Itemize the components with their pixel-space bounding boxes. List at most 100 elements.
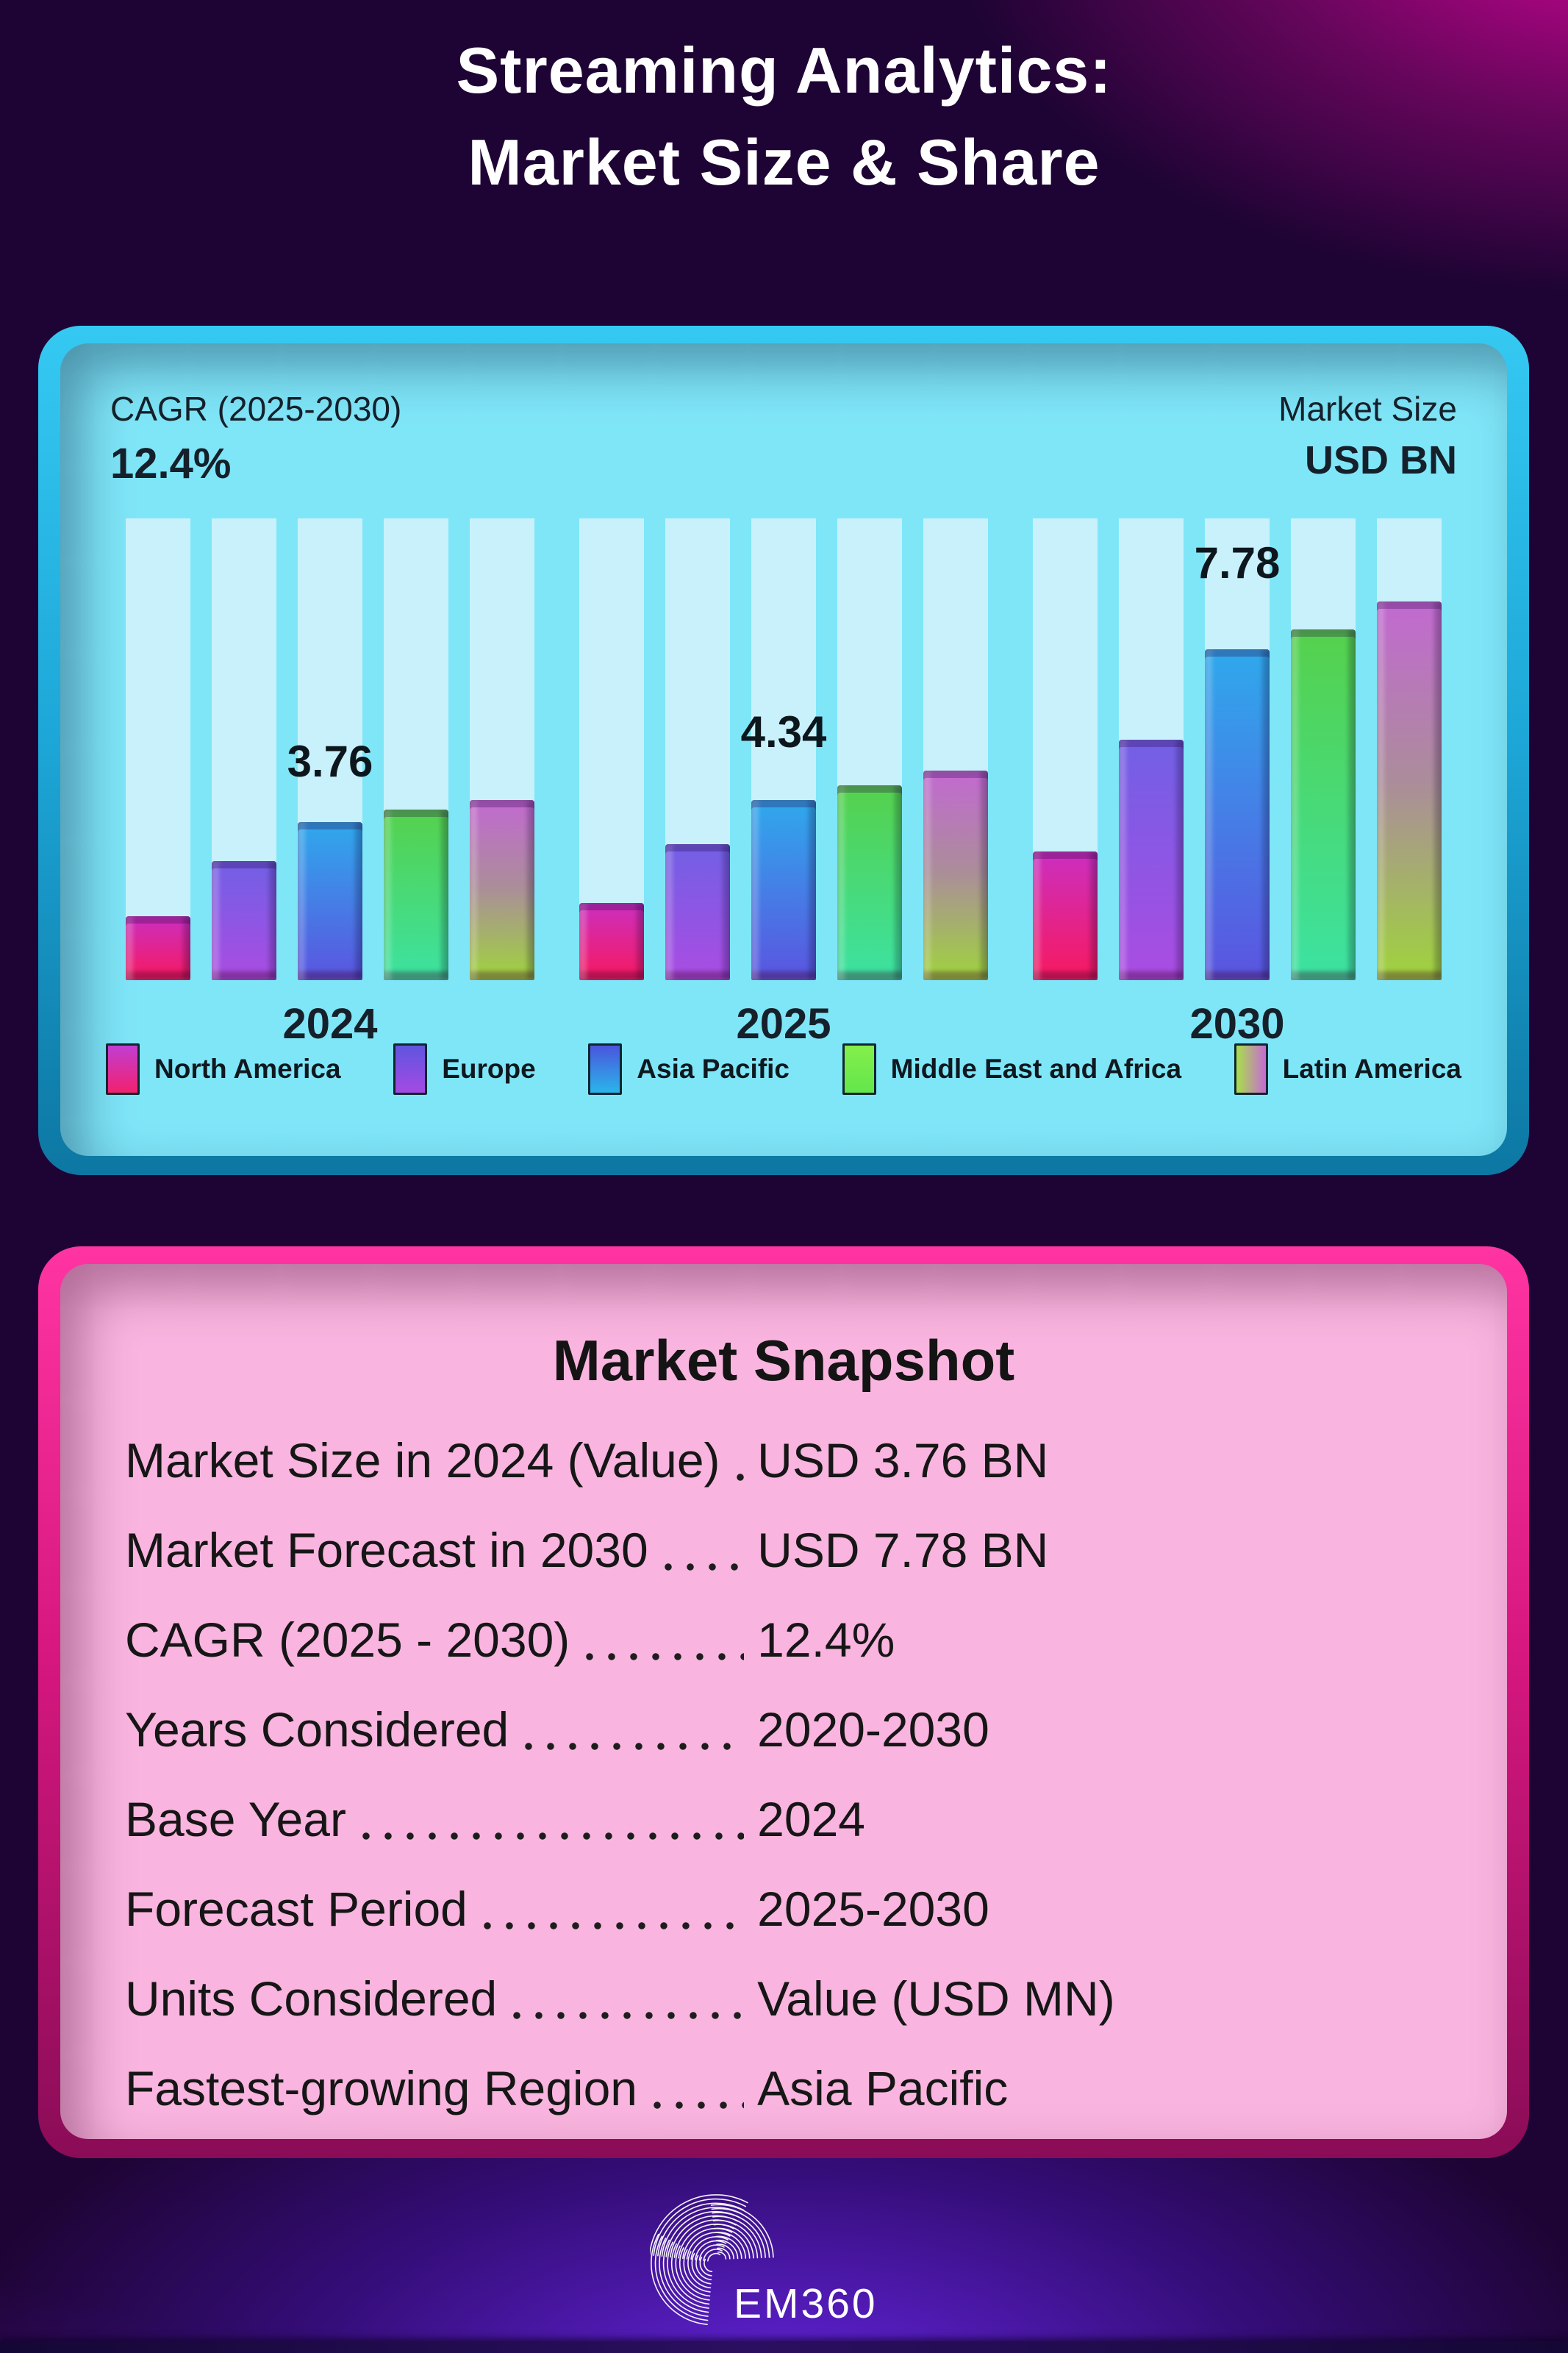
track-column — [923, 518, 988, 980]
legend-swatch-icon — [588, 1043, 623, 1095]
snapshot-row-value: Asia Pacific — [757, 2061, 1009, 2115]
dot-leader — [664, 1563, 745, 1571]
dot-leader — [525, 1743, 745, 1750]
group-total-label: 4.34 — [740, 707, 827, 757]
legend-label: North America — [154, 1054, 341, 1084]
snapshot-row: Market Forecast in 2030 USD 7.78 BN — [125, 1522, 1442, 1578]
group-total-label: 3.76 — [287, 737, 373, 786]
track-column — [470, 518, 534, 980]
bar-europe — [665, 844, 730, 980]
bar-asia-pacific — [298, 822, 362, 980]
bar-group-2025: 4.34 2025 — [579, 518, 988, 1048]
snapshot-row: Fastest-growing Region Asia Pacific — [125, 2060, 1442, 2116]
dot-leader — [513, 2012, 745, 2019]
bar-north-america — [579, 903, 644, 980]
legend-item-middle-east-and-africa: Middle East and Africa — [842, 1043, 1181, 1095]
bar-group-2024: 3.76 2024 — [126, 518, 534, 1048]
bar-latin-america — [1377, 601, 1442, 980]
bar-europe — [1119, 739, 1184, 980]
group-total-label: 7.78 — [1194, 538, 1281, 588]
snapshot-rows: Market Size in 2024 (Value) USD 3.76 BN Ma… — [125, 1432, 1442, 2116]
page-title-line1: Streaming Analytics: — [456, 34, 1112, 107]
track-column — [579, 518, 644, 980]
dot-leader — [362, 1832, 745, 1840]
snapshot-row: Market Size in 2024 (Value) USD 3.76 BN — [125, 1432, 1442, 1488]
dot-leader — [586, 1653, 745, 1660]
track-column — [384, 518, 448, 980]
snapshot-row: Units Considered Value (USD MN) — [125, 1971, 1442, 2027]
page-title: Streaming Analytics: Market Size & Share — [0, 25, 1568, 209]
legend-item-asia-pacific: Asia Pacific — [588, 1043, 790, 1095]
dot-leader — [483, 1922, 745, 1929]
brand-logo: EM360 — [650, 2185, 959, 2340]
bar-middle-east-and-africa — [384, 809, 448, 980]
bar-middle-east-and-africa — [1291, 629, 1356, 980]
snapshot-row-label: Base Year — [125, 1792, 346, 1846]
snapshot-panel-frame: Market Snapshot Market Size in 2024 (Val… — [38, 1246, 1529, 2158]
group-year-label: 2024 — [282, 1000, 378, 1048]
snapshot-row-label: CAGR (2025 - 2030) — [125, 1613, 570, 1667]
bar-middle-east-and-africa — [837, 785, 902, 980]
brand-wordmark: EM360 — [734, 2280, 878, 2327]
snapshot-row-value: 2024 — [757, 1792, 865, 1846]
chart-legend: North America Europe Asia Pacific Middle Ea… — [106, 1043, 1461, 1095]
snapshot-title: Market Snapshot — [552, 1328, 1015, 1393]
snapshot-row-value: Value (USD MN) — [757, 1971, 1115, 2026]
legend-item-europe: Europe — [393, 1043, 536, 1095]
bar-europe — [212, 860, 276, 980]
track-column — [1119, 518, 1184, 980]
group-year-label: 2030 — [1189, 1000, 1285, 1048]
bottom-strip — [0, 2341, 1568, 2353]
em360-spiral-icon — [650, 2194, 774, 2325]
snapshot-row-label: Years Considered — [125, 1702, 509, 1757]
legend-item-north-america: North America — [106, 1043, 341, 1095]
legend-swatch-icon — [106, 1043, 140, 1095]
track-column — [837, 518, 902, 980]
legend-swatch-icon — [1234, 1043, 1268, 1095]
bar-group-2030: 7.78 2030 — [1033, 518, 1442, 1048]
cagr-value: 12.4% — [110, 440, 232, 488]
legend-label: Europe — [442, 1054, 536, 1084]
chart-panel-frame: CAGR (2025-2030) 12.4% Market Size USD B… — [38, 326, 1529, 1175]
snapshot-row-label: Market Size in 2024 (Value) — [125, 1433, 720, 1488]
snapshot-panel: Market Snapshot Market Size in 2024 (Val… — [60, 1264, 1507, 2139]
bar-asia-pacific — [1205, 649, 1270, 980]
track-column — [298, 518, 362, 980]
snapshot-row-label: Market Forecast in 2030 — [125, 1523, 648, 1577]
legend-label: Middle East and Africa — [890, 1054, 1182, 1084]
legend-item-latin-america: Latin America — [1234, 1043, 1461, 1095]
track-column — [1205, 518, 1270, 980]
cagr-label: CAGR (2025-2030) — [110, 390, 402, 428]
dot-leader — [654, 2102, 745, 2109]
cagr-block: CAGR (2025-2030) 12.4% — [110, 389, 401, 488]
track-column — [1291, 518, 1356, 980]
snapshot-row-label: Fastest-growing Region — [125, 2061, 637, 2115]
market-size-label: Market Size — [1278, 390, 1457, 428]
dot-leader — [736, 1474, 759, 1481]
market-size-unit: USD BN — [1304, 438, 1457, 482]
snapshot-row-value: 2025-2030 — [757, 1882, 989, 1936]
group-year-label: 2025 — [736, 1000, 831, 1048]
track-column — [751, 518, 816, 980]
bar-north-america — [1033, 851, 1098, 980]
snapshot-row: CAGR (2025 - 2030) 12.4% — [125, 1612, 1442, 1668]
snapshot-row: Base Year 2024 — [125, 1791, 1442, 1847]
snapshot-row-label: Forecast Period — [125, 1882, 468, 1936]
snapshot-row-value: 2020-2030 — [757, 1702, 989, 1757]
snapshot-row-value: 12.4% — [757, 1613, 895, 1667]
legend-swatch-icon — [842, 1043, 876, 1095]
legend-swatch-icon — [393, 1043, 428, 1095]
snapshot-row-label: Units Considered — [125, 1971, 498, 2026]
track-column — [126, 518, 190, 980]
bar-latin-america — [470, 800, 534, 980]
track-column — [1033, 518, 1098, 980]
track-column — [665, 518, 730, 980]
bar-north-america — [126, 915, 190, 980]
legend-label: Asia Pacific — [637, 1054, 790, 1084]
track-column — [1377, 518, 1442, 980]
snapshot-row: Years Considered 2020-2030 — [125, 1702, 1442, 1757]
chart-panel: CAGR (2025-2030) 12.4% Market Size USD B… — [60, 343, 1507, 1156]
track-column — [212, 518, 276, 980]
snapshot-row: Forecast Period 2025-2030 — [125, 1881, 1442, 1937]
